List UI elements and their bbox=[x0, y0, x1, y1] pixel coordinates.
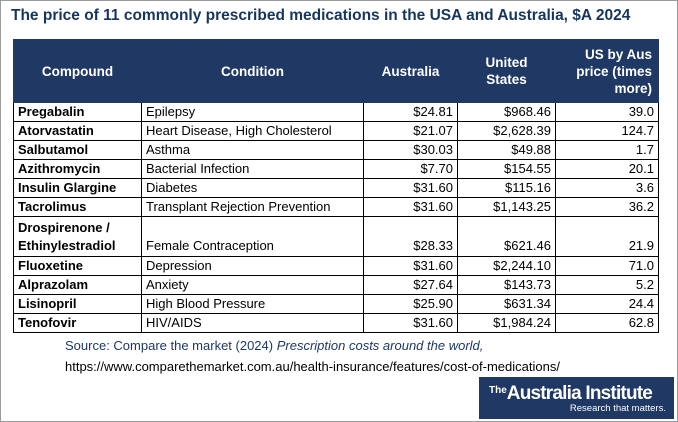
source-url[interactable]: https://www.comparethemarket.com.au/heal… bbox=[65, 359, 560, 374]
cell-condition: High Blood Pressure bbox=[141, 294, 364, 314]
cell-us-price: $2,244.10 bbox=[457, 256, 556, 276]
header-ratio-line2: price (times bbox=[576, 63, 652, 79]
cell-ratio: 62.8 bbox=[555, 313, 659, 333]
cell-us-price: $631.34 bbox=[457, 294, 556, 314]
table-row: Tenofovir HIV/AIDS $31.60 $1,984.24 62.8 bbox=[13, 313, 659, 333]
cell-compound-line1: Drospirenone / bbox=[18, 220, 110, 235]
cell-compound: Atorvastatin bbox=[13, 121, 142, 141]
logo-the: The bbox=[489, 385, 507, 396]
cell-us-price: $115.16 bbox=[457, 178, 556, 198]
cell-compound: Pregabalin bbox=[13, 102, 142, 122]
header-united-states: United States bbox=[457, 39, 556, 103]
table-row: Atorvastatin Heart Disease, High Cholest… bbox=[13, 121, 659, 141]
cell-australia-price: $24.81 bbox=[363, 102, 458, 122]
table-row: Alprazolam Anxiety $27.64 $143.73 5.2 bbox=[13, 275, 659, 295]
table-row: Insulin Glargine Diabetes $31.60 $115.16… bbox=[13, 178, 659, 198]
cell-ratio: 36.2 bbox=[555, 197, 659, 217]
cell-compound: Tacrolimus bbox=[13, 197, 142, 217]
cell-australia-price: $31.60 bbox=[363, 256, 458, 276]
header-us-line1: United bbox=[485, 55, 528, 70]
cell-australia-price: $27.64 bbox=[363, 275, 458, 295]
cell-australia-price: $30.03 bbox=[363, 140, 458, 160]
cell-us-price: $49.88 bbox=[457, 140, 556, 160]
source-title: Prescription costs around the world, bbox=[276, 338, 484, 353]
table-body: Pregabalin Epilepsy $24.81 $968.46 39.0 … bbox=[13, 102, 659, 333]
cell-condition: Bacterial Infection bbox=[141, 159, 364, 179]
cell-compound: Fluoxetine bbox=[13, 256, 142, 276]
header-ratio-line3: more) bbox=[614, 80, 652, 96]
table-row: Salbutamol Asthma $30.03 $49.88 1.7 bbox=[13, 140, 659, 160]
cell-condition: Anxiety bbox=[141, 275, 364, 295]
table-row: Pregabalin Epilepsy $24.81 $968.46 39.0 bbox=[13, 102, 659, 122]
cell-compound: Salbutamol bbox=[13, 140, 142, 160]
cell-compound-line2: Ethinylestradiol bbox=[18, 238, 116, 253]
cell-ratio: 71.0 bbox=[555, 256, 659, 276]
cell-condition: Transplant Rejection Prevention bbox=[141, 197, 364, 217]
table-row: Drospirenone / Ethinylestradiol Female C… bbox=[13, 216, 659, 257]
cell-us-price: $968.46 bbox=[457, 102, 556, 122]
cell-us-price: $621.46 bbox=[457, 216, 556, 257]
cell-condition: Diabetes bbox=[141, 178, 364, 198]
table-row: Azithromycin Bacterial Infection $7.70 $… bbox=[13, 159, 659, 179]
cell-condition: Asthma bbox=[141, 140, 364, 160]
cell-ratio: 21.9 bbox=[555, 216, 659, 257]
cell-ratio: 3.6 bbox=[555, 178, 659, 198]
cell-compound: Insulin Glargine bbox=[13, 178, 142, 198]
logo-wordmark: TheAustralia Institute bbox=[489, 383, 653, 405]
cell-condition: HIV/AIDS bbox=[141, 313, 364, 333]
cell-us-price: $1,984.24 bbox=[457, 313, 556, 333]
cell-compound: Azithromycin bbox=[13, 159, 142, 179]
header-condition: Condition bbox=[141, 39, 364, 103]
cell-australia-price: $28.33 bbox=[363, 216, 458, 257]
header-ratio: US by Aus price (times more) bbox=[555, 39, 659, 103]
cell-condition: Epilepsy bbox=[141, 102, 364, 122]
figure-title: The price of 11 commonly prescribed medi… bbox=[11, 7, 631, 24]
cell-us-price: $1,143.25 bbox=[457, 197, 556, 217]
cell-us-price: $143.73 bbox=[457, 275, 556, 295]
cell-australia-price: $25.90 bbox=[363, 294, 458, 314]
cell-ratio: 5.2 bbox=[555, 275, 659, 295]
source-citation: Source: Compare the market (2024) Prescr… bbox=[65, 338, 665, 353]
cell-ratio: 39.0 bbox=[555, 102, 659, 122]
logo-tagline: Research that matters. bbox=[569, 403, 666, 414]
header-compound: Compound bbox=[13, 39, 142, 103]
header-us-line2: States bbox=[486, 72, 527, 87]
cell-condition: Depression bbox=[141, 256, 364, 276]
header-row: Compound Condition Australia United Stat… bbox=[13, 39, 659, 103]
table-row: Tacrolimus Transplant Rejection Preventi… bbox=[13, 197, 659, 217]
cell-ratio: 124.7 bbox=[555, 121, 659, 141]
header-australia: Australia bbox=[363, 39, 458, 103]
table-row: Lisinopril High Blood Pressure $25.90 $6… bbox=[13, 294, 659, 314]
cell-ratio: 1.7 bbox=[555, 140, 659, 160]
medication-price-table: Compound Condition Australia United Stat… bbox=[13, 39, 659, 333]
logo-name: Australia Institute bbox=[506, 383, 653, 404]
cell-ratio: 20.1 bbox=[555, 159, 659, 179]
australia-institute-logo: TheAustralia Institute Research that mat… bbox=[479, 377, 674, 419]
source-prefix: Source: Compare the market (2024) bbox=[65, 338, 277, 353]
table-row: Fluoxetine Depression $31.60 $2,244.10 7… bbox=[13, 256, 659, 276]
cell-australia-price: $31.60 bbox=[363, 178, 458, 198]
cell-australia-price: $7.70 bbox=[363, 159, 458, 179]
cell-us-price: $2,628.39 bbox=[457, 121, 556, 141]
cell-us-price: $154.55 bbox=[457, 159, 556, 179]
cell-condition: Heart Disease, High Cholesterol bbox=[141, 121, 364, 141]
cell-australia-price: $31.60 bbox=[363, 197, 458, 217]
cell-australia-price: $31.60 bbox=[363, 313, 458, 333]
cell-compound: Drospirenone / Ethinylestradiol bbox=[13, 216, 142, 257]
cell-australia-price: $21.07 bbox=[363, 121, 458, 141]
cell-compound: Alprazolam bbox=[13, 275, 142, 295]
header-ratio-line1: US by Aus bbox=[584, 46, 652, 62]
cell-compound: Lisinopril bbox=[13, 294, 142, 314]
cell-ratio: 24.4 bbox=[555, 294, 659, 314]
table-header: Compound Condition Australia United Stat… bbox=[13, 39, 659, 103]
cell-condition: Female Contraception bbox=[141, 216, 364, 257]
cell-compound: Tenofovir bbox=[13, 313, 142, 333]
